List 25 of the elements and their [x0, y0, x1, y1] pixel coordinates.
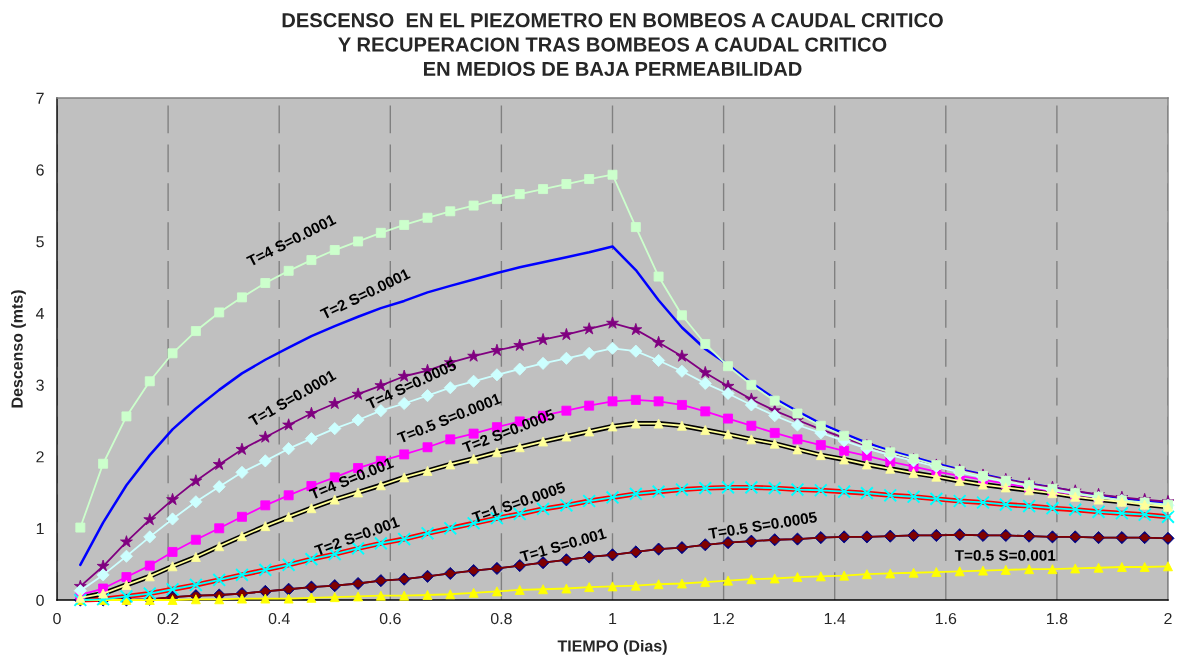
x-tick-label: 1.2 — [713, 612, 734, 625]
y-tick-label: 7 — [36, 92, 44, 104]
y-tick-label: 4 — [35, 307, 45, 319]
x-tick-label: 1.6 — [935, 612, 957, 625]
y-tick-label: 3 — [36, 379, 44, 391]
x-tick-label: 1.8 — [1047, 612, 1068, 625]
y-tick-label: 1 — [36, 523, 44, 535]
y-tick-label: 2 — [36, 451, 44, 463]
y-tick-label: 6 — [36, 164, 44, 176]
y-tick-label: 5 — [36, 236, 44, 248]
x-tick-label: 0.8 — [490, 612, 512, 625]
x-tick-label: 1.4 — [824, 613, 846, 625]
x-tick-label: 1 — [609, 613, 617, 625]
y-tick-label: 0 — [36, 594, 44, 606]
x-tick-label: 0.4 — [268, 612, 290, 625]
x-tick-label: 0.6 — [379, 612, 401, 625]
text: T=0.5 S=0.0005 — [708, 511, 818, 540]
x-tick-label: 2 — [1164, 612, 1172, 625]
chart-title: DESCENSO EN EL PIEZOMETRO EN BOMBEOS A CAUDAL CRITICO Y RECUPERACION TRAS BOMBEOS A CAUDAL CRITICO EN MEDIOS DE BAJA PERMEABILIDAD — [282, 13, 943, 76]
y-axis-title: Descenso (mts) — [11, 290, 26, 408]
x-tick-label: 0.2 — [157, 612, 179, 625]
series-label: T=0.5 S=0.001 — [954, 549, 1056, 561]
x-tick-label: 0 — [53, 612, 61, 625]
x-axis-title: TIEMPO (Dias) — [557, 639, 667, 655]
text: T=1 S=0.001 — [519, 527, 607, 563]
